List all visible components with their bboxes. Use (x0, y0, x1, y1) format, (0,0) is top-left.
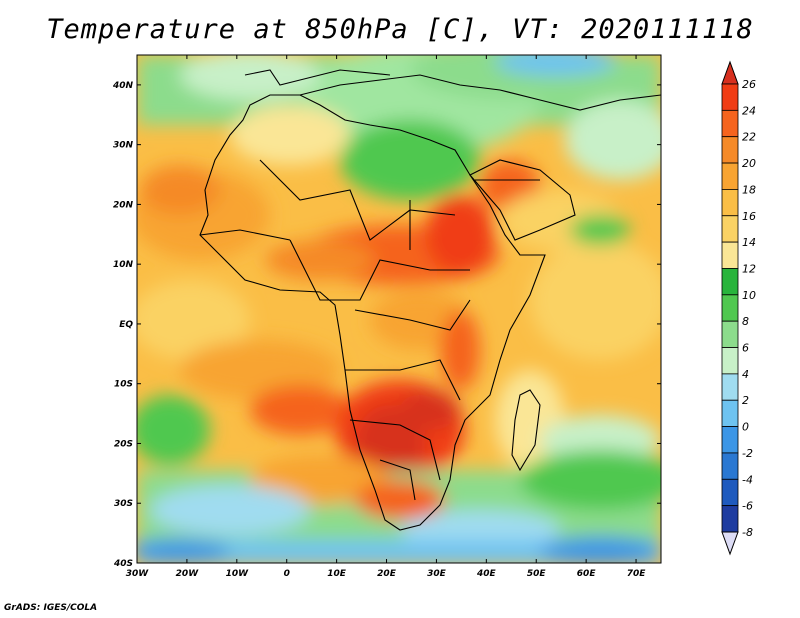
colorbar-box (721, 215, 739, 243)
lon-axis: 30W 20W 10W 0 10E 20E 30E 40E 50E 60E 70E (126, 55, 646, 579)
map-field (137, 55, 661, 563)
colorbar-box (721, 426, 739, 454)
map-frame (136, 54, 662, 564)
colorbar-label: 4 (742, 368, 749, 381)
lat-label: EQ (119, 320, 133, 330)
colorbar-label: -2 (742, 447, 753, 460)
colorbar-box (721, 294, 739, 322)
chart-title: Temperature at 850hPa [C], VT: 202011111… (46, 14, 754, 45)
lat-label: 40S (113, 559, 133, 569)
colorbar-label: 16 (742, 210, 756, 223)
colorbar-label: 14 (742, 236, 756, 249)
lon-label: 10E (327, 569, 347, 579)
lat-label: 10N (113, 260, 134, 270)
lat-label: 10S (114, 380, 133, 390)
colorbar-label: 24 (742, 104, 756, 117)
lon-label: 70E (627, 569, 647, 579)
grads-credit: GrADS: IGES/COLA (4, 603, 98, 613)
colorbar-box (721, 189, 739, 217)
colorbar-label: -6 (742, 500, 753, 513)
lat-label: 20N (113, 200, 134, 210)
lon-label: 60E (577, 569, 597, 579)
colorbar-label: 26 (742, 78, 756, 91)
colorbar-label: 18 (742, 183, 756, 196)
lat-label: 20S (114, 439, 133, 449)
lon-label: 20W (176, 569, 200, 579)
colorbar-label: 22 (742, 131, 756, 144)
colorbar-arrow-bottom (721, 531, 739, 556)
colorbar-box (721, 373, 739, 401)
colorbar-box (721, 268, 739, 296)
lat-axis: 40N 30N 20N 10N EQ 10S 20S 30S 40S (112, 81, 661, 569)
lat-label: 40N (112, 81, 134, 91)
colorbar-label: 12 (742, 262, 756, 275)
colorbar-box (721, 505, 739, 533)
lat-label: 30S (114, 499, 133, 509)
lat-label: 30N (113, 141, 134, 151)
lon-label: 0 (284, 569, 290, 579)
lon-label: 10W (226, 569, 250, 579)
colorbar-arrow-top (721, 60, 739, 85)
colorbar-label: 8 (742, 315, 749, 328)
colorbar-box (721, 241, 739, 269)
colorbar-label: 6 (742, 342, 749, 355)
colorbar-box (721, 399, 739, 427)
colorbar-label: 20 (742, 157, 756, 170)
lon-label: 30E (427, 569, 447, 579)
coastlines (199, 69, 661, 531)
lon-label: 40E (476, 569, 497, 579)
colorbar-box (721, 109, 739, 138)
colorbar-box (721, 162, 739, 190)
colorbar-label: 0 (742, 421, 749, 434)
colorbar-label: -4 (742, 473, 753, 486)
lon-label: 30W (126, 569, 150, 579)
colorbar-box (721, 83, 739, 111)
colorbar-label: 2 (742, 394, 749, 407)
colorbar-box (721, 136, 739, 164)
colorbar-box (721, 320, 739, 348)
colorbar-label: -8 (742, 526, 753, 539)
colorbar-box (721, 478, 739, 507)
colorbar-box (721, 452, 739, 480)
colorbar-label: 10 (742, 289, 756, 302)
lon-label: 20E (377, 569, 397, 579)
colorbar-box (721, 347, 739, 375)
lon-label: 50E (527, 569, 547, 579)
